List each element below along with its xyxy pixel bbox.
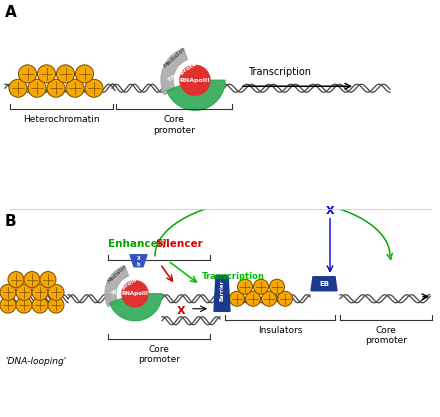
- Text: Transcription: Transcription: [202, 272, 265, 281]
- Polygon shape: [130, 255, 147, 267]
- Circle shape: [16, 297, 32, 313]
- Text: Silencer: Silencer: [155, 239, 203, 249]
- Text: Core
promoter: Core promoter: [138, 345, 180, 364]
- Circle shape: [40, 271, 56, 288]
- Wedge shape: [161, 48, 187, 95]
- Circle shape: [85, 79, 103, 97]
- Polygon shape: [311, 277, 337, 291]
- Circle shape: [278, 291, 293, 306]
- Text: Mediator: Mediator: [106, 264, 128, 284]
- Circle shape: [48, 284, 64, 300]
- Circle shape: [180, 65, 210, 95]
- Text: TFII proteins: TFII proteins: [168, 56, 206, 83]
- Circle shape: [56, 65, 74, 83]
- Text: Insulators: Insulators: [258, 326, 302, 335]
- Circle shape: [261, 291, 276, 306]
- Text: RNApolII: RNApolII: [121, 291, 148, 296]
- Circle shape: [253, 279, 268, 294]
- Text: X: X: [177, 306, 185, 316]
- Text: X
b: X b: [137, 256, 140, 267]
- Text: X: X: [326, 206, 334, 216]
- Text: A: A: [5, 5, 17, 20]
- Circle shape: [32, 284, 48, 300]
- Circle shape: [32, 297, 48, 313]
- Circle shape: [0, 284, 16, 300]
- Text: Barrier: Barrier: [220, 280, 224, 301]
- Circle shape: [238, 279, 253, 294]
- Text: B: B: [5, 214, 17, 229]
- Circle shape: [24, 271, 40, 288]
- Text: 'DNA-looping': 'DNA-looping': [5, 357, 66, 366]
- Text: Core
promoter: Core promoter: [153, 115, 195, 135]
- Circle shape: [66, 79, 84, 97]
- Text: Transcription: Transcription: [248, 67, 311, 77]
- Circle shape: [28, 79, 46, 97]
- Text: Core
promoter: Core promoter: [365, 326, 407, 345]
- Circle shape: [16, 284, 32, 300]
- Circle shape: [8, 271, 24, 288]
- Circle shape: [269, 279, 285, 294]
- Text: Heterochromatin: Heterochromatin: [23, 115, 99, 124]
- Circle shape: [37, 65, 55, 83]
- Text: EB: EB: [319, 281, 329, 287]
- Circle shape: [246, 291, 260, 306]
- Wedge shape: [110, 294, 162, 321]
- Text: TFII proteins: TFII proteins: [110, 273, 146, 297]
- Circle shape: [48, 297, 64, 313]
- Text: Mediator: Mediator: [163, 46, 187, 68]
- Circle shape: [76, 65, 93, 83]
- Text: RNApolII: RNApolII: [180, 78, 210, 83]
- Circle shape: [9, 79, 27, 97]
- Circle shape: [230, 291, 245, 306]
- Circle shape: [122, 281, 148, 307]
- Wedge shape: [105, 266, 128, 306]
- Polygon shape: [214, 275, 230, 311]
- Text: Enhancer/: Enhancer/: [108, 239, 167, 249]
- Wedge shape: [167, 80, 225, 110]
- Circle shape: [18, 65, 37, 83]
- Circle shape: [47, 79, 65, 97]
- Circle shape: [0, 297, 16, 313]
